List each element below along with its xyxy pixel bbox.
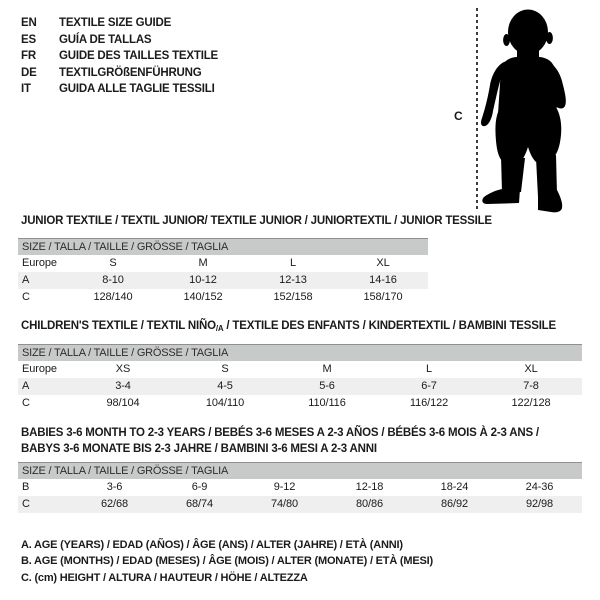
table-cell: XL xyxy=(376,257,390,269)
babies-title-line1: BABIES 3-6 MONTH TO 2-3 YEARS / BEBÉS 3-… xyxy=(21,427,539,439)
table-cell: M xyxy=(322,363,332,375)
table-cell: 6-7 xyxy=(421,380,437,392)
table-cell: M xyxy=(198,257,208,269)
table-cell: 6-9 xyxy=(191,481,208,493)
size-table-header: SIZE / TALLA / TAILLE / GRÖSSE / TAGLIA xyxy=(18,344,582,361)
table-cell: L xyxy=(425,363,433,375)
footnote-c: C. (cm) HEIGHT / ALTURA / HAUTEUR / HÖHE… xyxy=(21,571,308,584)
language-row: FR GUIDE DES TAILLES TEXTILE xyxy=(21,48,218,65)
language-row: DE TEXTILGRÖßENFÜHRUNG xyxy=(21,65,218,82)
babies-title-line2: BABYS 3-6 MONATE BIS 2-3 JAHRE / BAMBINI… xyxy=(21,443,377,455)
language-row: EN TEXTILE SIZE GUIDE xyxy=(21,15,218,32)
table-row-age-months: B 3-6 6-9 9-12 12-18 18-24 24-36 xyxy=(18,479,582,496)
table-row-age: A 3-4 4-5 5-6 6-7 7-8 xyxy=(18,378,582,395)
table-cell: 92/98 xyxy=(525,498,554,510)
table-row-europe: Europe XS S M L XL xyxy=(18,361,582,378)
language-row: IT GUIDA ALLE TAGLIE TESSILI xyxy=(21,81,218,98)
table-cell: 12-18 xyxy=(355,481,384,493)
table-cell: 3-6 xyxy=(106,481,123,493)
language-label: GUÍA DE TALLAS xyxy=(59,33,152,46)
junior-size-table: SIZE / TALLA / TAILLE / GRÖSSE / TAGLIA … xyxy=(18,238,428,306)
table-cell: L xyxy=(289,257,297,269)
children-title-prefix: CHILDREN'S TEXTILE / TEXTIL NIÑO xyxy=(21,320,216,332)
row-label: C xyxy=(22,498,30,510)
footnote-b: B. AGE (MONTHS) / EDAD (MESES) / ÂGE (MO… xyxy=(21,555,433,568)
row-label: A xyxy=(22,274,30,286)
table-cell: 7-8 xyxy=(523,380,539,392)
footnote-a: A. AGE (YEARS) / EDAD (AÑOS) / ÂGE (ANS)… xyxy=(21,539,403,551)
toddler-silhouette-icon xyxy=(481,9,566,213)
table-cell: 62/68 xyxy=(100,498,129,510)
table-row-height: C 62/68 68/74 74/80 80/86 86/92 92/98 xyxy=(18,496,582,513)
table-cell: 152/158 xyxy=(273,291,313,303)
junior-section-title: JUNIOR TEXTILE / TEXTIL JUNIOR/ TEXTILE … xyxy=(21,215,492,227)
table-cell: 10-12 xyxy=(189,274,217,286)
language-code: IT xyxy=(21,83,31,96)
table-cell: 24-36 xyxy=(525,481,554,493)
language-label: GUIDA ALLE TAGLIE TESSILI xyxy=(59,83,215,96)
height-measure-dotted-line xyxy=(476,8,478,212)
table-cell: 116/122 xyxy=(409,397,449,409)
language-label: TEXTILE SIZE GUIDE xyxy=(59,17,172,29)
table-cell: 18-24 xyxy=(440,481,469,493)
table-cell: 3-4 xyxy=(115,380,131,392)
table-cell: 158/170 xyxy=(363,291,403,303)
table-cell: 9-12 xyxy=(273,481,296,493)
table-cell: 8-10 xyxy=(102,274,124,286)
row-label: Europe xyxy=(22,257,57,269)
table-cell: 74/80 xyxy=(270,498,299,510)
table-cell: S xyxy=(221,363,229,375)
row-label: A xyxy=(22,380,30,392)
language-title-list: EN TEXTILE SIZE GUIDE ES GUÍA DE TALLAS … xyxy=(21,15,218,98)
height-measure-label: C xyxy=(454,109,463,123)
children-size-table: SIZE / TALLA / TAILLE / GRÖSSE / TAGLIA … xyxy=(18,344,582,412)
children-title-suffix: / TEXTILE DES ENFANTS / KINDERTEXTIL / B… xyxy=(223,320,556,332)
table-cell: 110/116 xyxy=(308,397,346,409)
row-label: B xyxy=(22,481,30,493)
children-section-title: CHILDREN'S TEXTILE / TEXTIL NIÑO/A / TEX… xyxy=(21,320,556,333)
babies-section-title: BABIES 3-6 MONTH TO 2-3 YEARS / BEBÉS 3-… xyxy=(21,425,539,457)
table-cell: 14-16 xyxy=(369,274,397,286)
table-cell: XL xyxy=(524,363,538,375)
table-cell: 12-13 xyxy=(279,274,307,286)
children-title-subscript: /A xyxy=(215,324,224,333)
size-table-header: SIZE / TALLA / TAILLE / GRÖSSE / TAGLIA xyxy=(18,238,428,255)
babies-size-table: SIZE / TALLA / TAILLE / GRÖSSE / TAGLIA … xyxy=(18,462,582,513)
table-row-europe: Europe S M L XL xyxy=(18,255,428,272)
table-row-height: C 128/140 140/152 152/158 158/170 xyxy=(18,289,428,306)
table-cell: S xyxy=(109,257,117,269)
table-cell: 80/86 xyxy=(355,498,384,510)
size-table-header: SIZE / TALLA / TAILLE / GRÖSSE / TAGLIA xyxy=(18,462,582,479)
language-code: FR xyxy=(21,50,36,63)
table-cell: 68/74 xyxy=(185,498,214,510)
table-cell: 140/152 xyxy=(183,291,223,303)
table-cell: 4-5 xyxy=(217,380,233,392)
language-row: ES GUÍA DE TALLAS xyxy=(21,32,218,49)
language-code: DE xyxy=(21,66,37,79)
table-cell: 128/140 xyxy=(93,291,133,303)
footnote-legend: A. AGE (YEARS) / EDAD (AÑOS) / ÂGE (ANS)… xyxy=(21,537,433,586)
row-label: Europe xyxy=(22,363,57,375)
language-code: ES xyxy=(21,33,36,46)
table-cell: 5-6 xyxy=(319,380,335,392)
table-cell: 122/128 xyxy=(511,397,551,409)
row-label: C xyxy=(22,397,30,409)
language-code: EN xyxy=(21,17,37,29)
table-row-age: A 8-10 10-12 12-13 14-16 xyxy=(18,272,428,289)
language-label: GUIDE DES TAILLES TEXTILE xyxy=(59,50,218,63)
table-cell: XS xyxy=(115,363,131,375)
table-cell: 98/104 xyxy=(106,397,140,409)
row-label: C xyxy=(22,291,30,303)
table-cell: 86/92 xyxy=(440,498,469,510)
table-row-height: C 98/104 104/110 110/116 116/122 122/128 xyxy=(18,395,582,412)
table-cell: 104/110 xyxy=(205,397,245,409)
language-label: TEXTILGRÖßENFÜHRUNG xyxy=(59,66,202,79)
